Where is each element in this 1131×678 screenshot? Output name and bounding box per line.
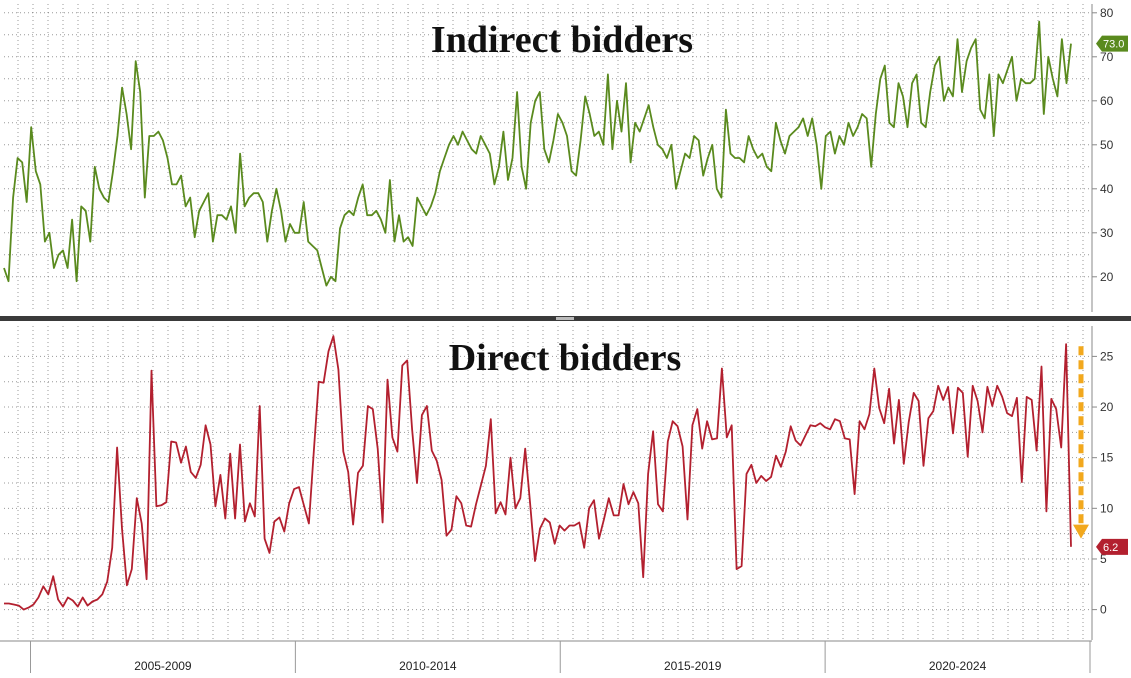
indirect-tick-label: 80 [1100, 6, 1114, 20]
direct-bidders-panel: 0 5 10 15 20 25 6.2 Direct bidders [4, 326, 1128, 640]
direct-tick-label: 5 [1100, 552, 1107, 566]
indirect-y-axis: 20 30 40 50 60 70 80 73.0 [1091, 4, 1128, 312]
direct-tick-label: 10 [1100, 501, 1114, 515]
indirect-tick-label: 50 [1100, 138, 1114, 152]
direct-panel-title: Direct bidders [449, 337, 682, 379]
x-axis: 2005-2009 2010-2014 2015-2019 2020-2024 [0, 640, 1092, 673]
indirect-tick-label: 30 [1100, 226, 1114, 240]
x-tick-label: 2020-2024 [929, 659, 987, 673]
direct-tag-shape [1096, 538, 1128, 555]
direct-series-line [4, 335, 1072, 611]
direct-tag-text: 6.2 [1103, 542, 1118, 554]
direct-tick-label: 15 [1100, 451, 1114, 465]
indirect-tag-text: 73.0 [1103, 39, 1124, 51]
indirect-tick-label: 20 [1100, 270, 1114, 284]
direct-tick-label: 20 [1100, 400, 1114, 414]
panel-separator [0, 316, 1131, 321]
x-tick-label: 2015-2019 [664, 659, 722, 673]
indirect-series-line [3, 20, 1072, 287]
indirect-tag-shape [1096, 35, 1128, 52]
indirect-grid [4, 4, 1090, 312]
indirect-tick-label: 40 [1100, 182, 1114, 196]
direct-series [4, 335, 1072, 611]
indirect-panel-title: Indirect bidders [431, 19, 693, 61]
indirect-series [3, 20, 1072, 287]
x-tick-label: 2005-2009 [134, 659, 192, 673]
indirect-tick-label: 60 [1100, 94, 1114, 108]
down-arrow-icon [1073, 346, 1089, 539]
separator-handle [556, 317, 574, 320]
indirect-tick-label: 70 [1100, 50, 1114, 64]
x-tick-label: 2010-2014 [399, 659, 457, 673]
direct-tick-label: 25 [1100, 349, 1114, 363]
indirect-bidders-panel: 20 30 40 50 60 70 80 73.0 Indirect bidders [3, 4, 1128, 312]
direct-last-value-tag: 6.2 [1096, 538, 1128, 555]
arrow-head [1073, 524, 1089, 539]
indirect-last-value-tag: 73.0 [1096, 35, 1128, 52]
direct-y-axis: 0 5 10 15 20 25 6.2 [1091, 326, 1128, 640]
direct-tick-label: 0 [1100, 603, 1107, 617]
